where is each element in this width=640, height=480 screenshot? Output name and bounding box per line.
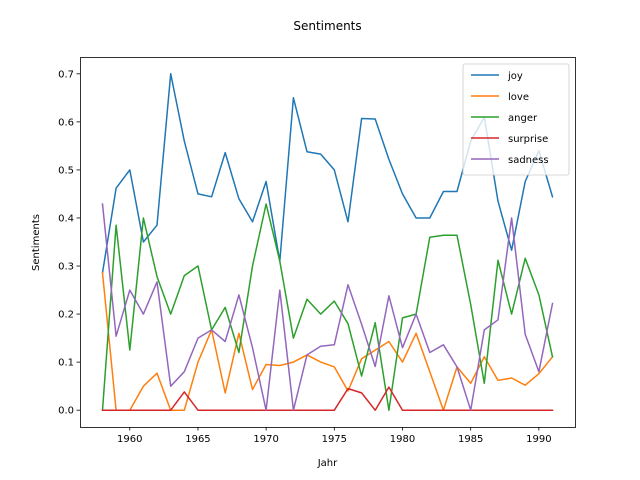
chart-title: Sentiments — [293, 19, 361, 33]
y-axis: 0.0 0.1 0.2 0.3 0.4 0.5 0.6 0.7 — [58, 69, 80, 417]
y-tick-label: 0.1 — [58, 358, 74, 369]
series-line-love — [101, 271, 554, 411]
y-tick-label: 0.6 — [58, 117, 74, 128]
legend: joy love anger surprise sadness — [462, 63, 570, 176]
series-line-anger — [101, 203, 554, 412]
legend-box — [462, 63, 570, 176]
legend-label-joy: joy — [507, 71, 523, 82]
y-tick-label: 0.3 — [58, 262, 74, 273]
y-tick-label: 0.7 — [58, 69, 74, 80]
x-axis: 1960 1965 1970 1975 1980 1985 1990 — [117, 427, 552, 445]
y-tick-label: 0.4 — [58, 213, 74, 224]
x-tick-label: 1970 — [253, 434, 278, 445]
plot-frame — [80, 57, 576, 428]
legend-label-anger: anger — [508, 113, 538, 124]
series-line-sadness — [101, 203, 554, 411]
y-tick-label: 0.2 — [58, 310, 74, 321]
x-tick-label: 1960 — [117, 434, 142, 445]
y-tick-label: 0.5 — [58, 165, 74, 176]
legend-label-sadness: sadness — [508, 155, 549, 166]
y-tick-label: 0.0 — [58, 406, 74, 417]
legend-label-love: love — [508, 92, 529, 103]
x-tick-label: 1965 — [185, 434, 210, 445]
y-axis-label: Sentiments — [31, 214, 42, 271]
x-axis-label: Jahr — [317, 458, 338, 469]
x-tick-label: 1980 — [390, 434, 415, 445]
x-tick-label: 1985 — [458, 434, 483, 445]
series-line-surprise — [101, 386, 554, 411]
x-tick-label: 1975 — [322, 434, 347, 445]
x-tick-label: 1990 — [526, 434, 551, 445]
legend-label-surprise: surprise — [508, 134, 548, 145]
